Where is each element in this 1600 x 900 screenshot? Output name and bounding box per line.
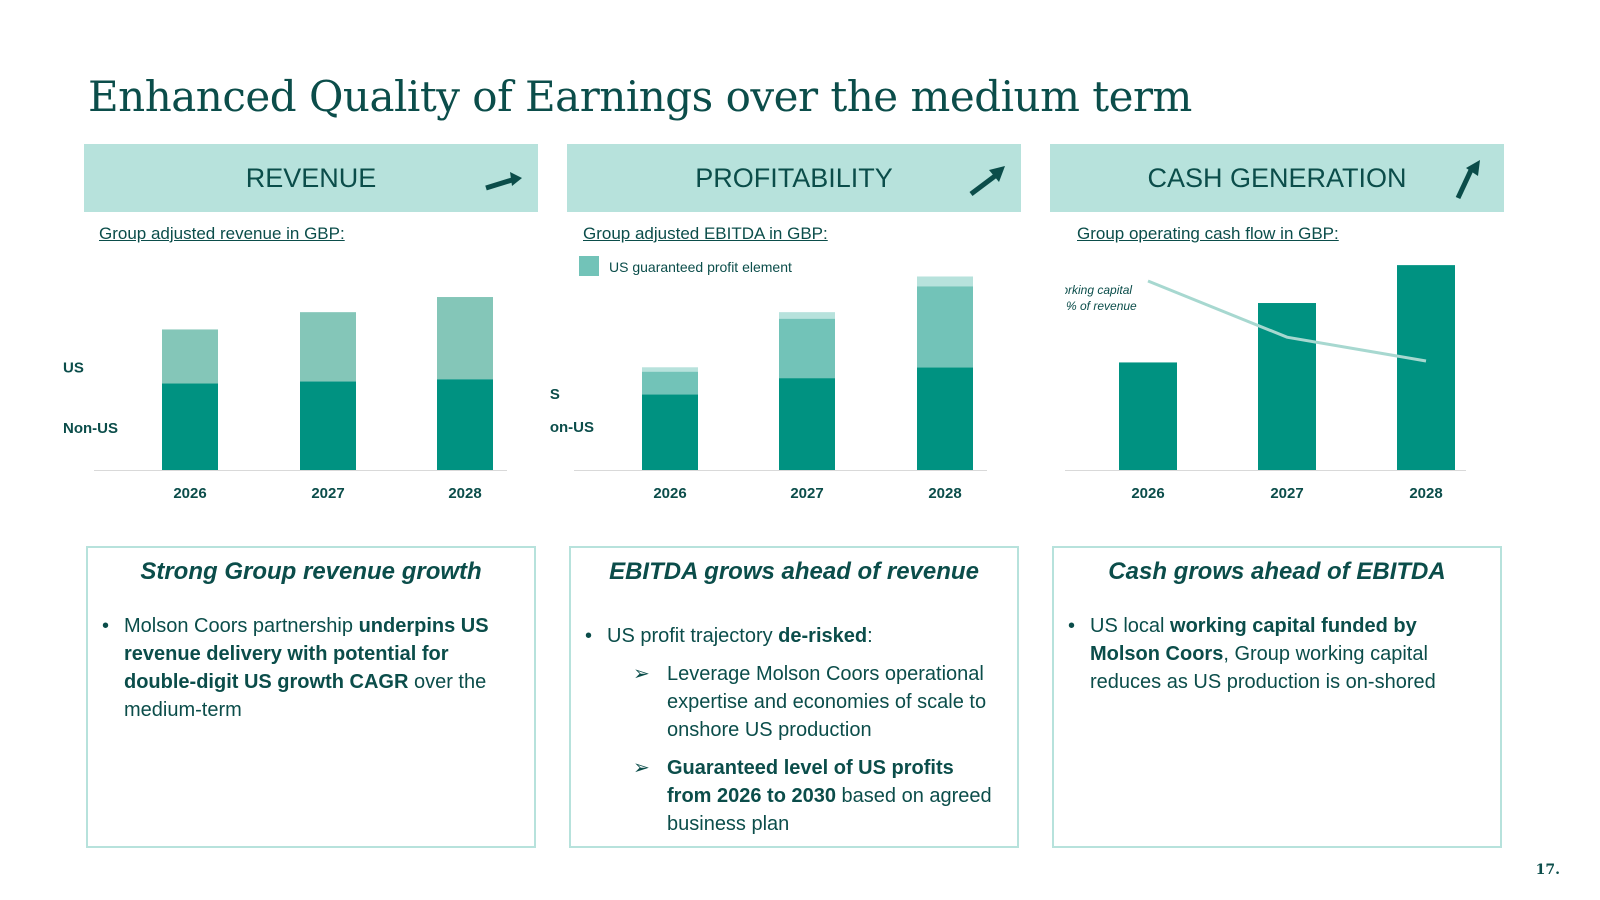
arrowhead-bullet-icon: ➢ — [633, 757, 650, 779]
cashflow-chart: 2026 2027 2028 Working capital as % of reven… — [1065, 265, 1466, 502]
bullet-icon: • — [102, 615, 110, 637]
bar-2028-us-guaranteed-profit-element — [917, 276, 973, 287]
bar-2026-us — [162, 329, 218, 384]
bar-2027-us-guaranteed-profit-element — [779, 312, 835, 319]
x-tick-label: 2027 — [311, 485, 344, 502]
series-label-non-us: Non-US — [550, 419, 594, 436]
ebitda-box: EBITDA grows ahead of revenue • US profi… — [569, 546, 1019, 848]
bar-2027-non-us — [779, 378, 835, 470]
cash-generation-header-label: CASH GENERATION — [1147, 162, 1407, 193]
bar-2026-value — [1119, 362, 1177, 470]
bar-2028-us — [437, 297, 493, 380]
line-annotation: as % of revenue — [1065, 299, 1137, 313]
bar-2027-us — [779, 318, 835, 379]
arrowhead-bullet-icon: ➢ — [633, 663, 650, 685]
ebitda-subtitle: Group adjusted EBITDA in GBP: — [583, 224, 828, 243]
bar-2028-non-us — [917, 367, 973, 470]
revenue-box-title: Strong Group revenue growth — [140, 558, 482, 585]
page-number: 17. — [1535, 862, 1560, 878]
series-label-us: US — [550, 386, 560, 403]
revenue-bullet: • Molson Coors partnership underpins US … — [102, 612, 516, 724]
ebitda-sub-bullet-2: ➢ Guaranteed level of US profits from 20… — [633, 754, 1003, 838]
revenue-subtitle: Group adjusted revenue in GBP: — [99, 224, 345, 243]
revenue-header-label: REVENUE — [245, 162, 377, 193]
cash-box-title: Cash grows ahead of EBITDA — [1108, 558, 1446, 585]
x-tick-label: 2026 — [1131, 485, 1164, 502]
cash-box: Cash grows ahead of EBITDA • US local wo… — [1052, 546, 1502, 848]
profitability-header-label: PROFITABILITY — [695, 162, 893, 193]
ebitda-sub-bullet-1: ➢ Leverage Molson Coors operational expe… — [633, 660, 1003, 744]
arrow-up-right-icon — [485, 172, 522, 191]
working-capital-line — [1147, 279, 1427, 363]
ebitda-bullet: • US profit trajectory de-risked: — [585, 622, 999, 650]
x-tick-label: 2026 — [173, 485, 206, 502]
x-tick-label: 2028 — [1409, 485, 1442, 502]
x-tick-label: 2028 — [448, 485, 481, 502]
cash-bullet: • US local working capital funded by Mol… — [1068, 612, 1482, 696]
bullet-icon: • — [1068, 615, 1076, 637]
x-tick-label: 2028 — [928, 485, 961, 502]
bar-2028-us — [917, 286, 973, 368]
line-annotation: Working capital — [1065, 283, 1132, 297]
series-label-non-us: Non-US — [63, 420, 118, 437]
bar-2028-non-us — [437, 379, 493, 470]
series-label-us: US — [63, 359, 84, 376]
cash-generation-header: CASH GENERATION — [1050, 144, 1504, 212]
legend-label: US guaranteed profit element — [609, 259, 792, 275]
revenue-box: Strong Group revenue growth • Molson Coo… — [86, 546, 536, 848]
ebitda-box-title: EBITDA grows ahead of revenue — [609, 558, 979, 585]
bar-2026-us — [642, 371, 698, 395]
page-title: Enhanced Quality of Earnings over the me… — [88, 72, 1192, 121]
bullet-icon: • — [585, 625, 593, 647]
revenue-chart: 2026 2027 2028 US Non-US — [63, 297, 507, 502]
bar-2026-non-us — [642, 394, 698, 470]
profitability-header: PROFITABILITY — [567, 144, 1021, 212]
bar-2028-value — [1397, 265, 1455, 470]
ebitda-chart: 2026 2027 2028 US Non-US US guaranteed profit… — [550, 256, 987, 502]
cashflow-subtitle: Group operating cash flow in GBP: — [1077, 224, 1339, 243]
bar-2027-non-us — [300, 381, 356, 470]
revenue-header: REVENUE — [84, 144, 538, 212]
bar-2026-us-guaranteed-profit-element — [642, 367, 698, 372]
bar-2026-non-us — [162, 383, 218, 470]
x-tick-label: 2027 — [1270, 485, 1303, 502]
arrow-up-right-icon — [969, 166, 1005, 196]
arrow-up-icon — [1455, 160, 1480, 200]
x-tick-label: 2027 — [790, 485, 823, 502]
x-tick-label: 2026 — [653, 485, 686, 502]
bar-2027-us — [300, 312, 356, 382]
legend-swatch — [579, 256, 599, 276]
